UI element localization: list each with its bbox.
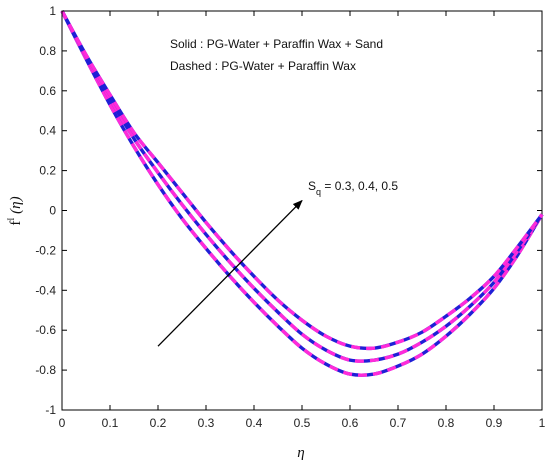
y-label-arg: (η) [8, 196, 24, 217]
y-tick-label: -0.6 [35, 323, 56, 337]
x-tick-label: 0.1 [102, 416, 119, 430]
legend-dashed-line: Dashed : PG-Water + Paraffin Wax [170, 59, 356, 73]
x-tick-label: 0.9 [486, 416, 503, 430]
parameter-annotation: Sq = 0.3, 0.4, 0.5 [157, 179, 398, 347]
y-axis-label: fI (η) [6, 196, 24, 225]
series-layer [60, 10, 544, 377]
sq-subscript: q [316, 187, 321, 197]
y-tick-label: -0.8 [35, 363, 56, 377]
y-tick-label: 0.4 [39, 124, 56, 138]
sq-values: = 0.3, 0.4, 0.5 [321, 179, 398, 193]
sq-symbol: S [308, 179, 316, 193]
y-tick-label: 1 [49, 4, 56, 18]
x-tick-label: 0.3 [198, 416, 215, 430]
y-tick-label: 0 [49, 204, 56, 218]
y-tick-label: 0.6 [39, 84, 56, 98]
series-2-dashed-line [60, 10, 544, 363]
y-tick-label: -0.4 [35, 283, 56, 297]
legend-solid-key: Solid [170, 37, 197, 51]
legend-solid-text: : PG-Water + Paraffin Wax + Sand [197, 37, 383, 51]
x-tick-label: 0 [59, 416, 66, 430]
plot-area: 0 0.1 0.2 0.3 0.4 0.5 0.6 0.7 0.8 0.9 1 1 0.8 0.6 0.4… [35, 4, 545, 430]
legend-box: Solid : PG-Water + Paraffin Wax + Sand D… [170, 37, 383, 73]
x-tick-label: 1 [539, 416, 546, 430]
x-tick-label: 0.6 [342, 416, 359, 430]
legend-dashed-key: Dashed [170, 59, 211, 73]
y-tick-label: -1 [45, 403, 56, 417]
increase-arrow [157, 199, 303, 347]
x-axis: 0 0.1 0.2 0.3 0.4 0.5 0.6 0.7 0.8 0.9 1 [59, 11, 546, 430]
series-3-dashed-line [60, 10, 544, 351]
legend-solid-line: Solid : PG-Water + Paraffin Wax + Sand [170, 37, 383, 51]
y-label-superscript: I [6, 218, 16, 221]
sq-annotation: Sq = 0.3, 0.4, 0.5 [308, 179, 398, 197]
y-axis: 1 0.8 0.6 0.4 0.2 0 -0.2 -0.4 -0.6 -0.8 -1 [35, 4, 542, 417]
y-tick-label: -0.2 [35, 243, 56, 257]
series-1-dashed-line [60, 10, 544, 377]
x-tick-label: 0.7 [390, 416, 407, 430]
y-label-main: f [8, 221, 24, 226]
x-tick-label: 0.5 [294, 416, 311, 430]
legend-dashed-text: : PG-Water + Paraffin Wax [211, 59, 356, 73]
x-tick-label: 0.4 [246, 416, 263, 430]
y-tick-label: 0.2 [39, 164, 56, 178]
x-tick-label: 0.8 [438, 416, 455, 430]
x-axis-label: η [297, 445, 304, 461]
x-tick-label: 0.2 [150, 416, 167, 430]
y-tick-label: 0.8 [39, 44, 56, 58]
